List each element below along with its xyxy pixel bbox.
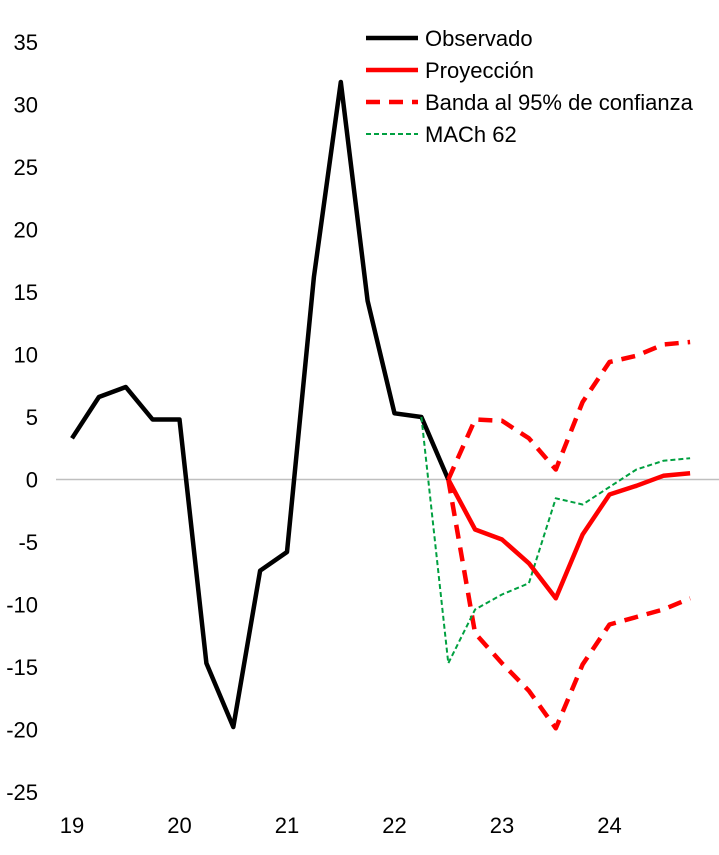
x-tick-label: 21 [275,813,299,838]
y-tick-label: 30 [14,93,38,118]
axis-layer: 35 30 25 20 15 10 5 0 -5 -10 -15 -20 -25 19 20 21 22 23 24 [6,30,719,838]
y-tick-label: 25 [14,155,38,180]
legend: Observado Proyección Banda al 95% de confi… [366,26,694,147]
y-tick-label: 5 [26,405,38,430]
y-tick-label: 0 [26,468,38,493]
series-layer [70,79,691,731]
series-line-5 [420,416,691,665]
y-tick-label: 10 [14,343,38,368]
legend-label: MACh 62 [425,122,517,147]
x-tick-label: 24 [597,813,621,838]
x-tick-label: 22 [382,813,406,838]
series-line-2 [446,471,691,601]
y-tick-label: 20 [14,218,38,243]
y-tick-label: -25 [6,780,38,805]
x-tick-label: 20 [167,813,191,838]
x-tick-label: 19 [60,813,84,838]
legend-label: Observado [425,26,533,51]
y-tick-label: -5 [18,530,38,555]
y-tick-label: -10 [6,593,38,618]
y-tick-label: 15 [14,280,38,305]
legend-label: Banda al 95% de confianza [425,90,694,115]
series-line-3 [446,339,691,481]
y-tick-label: 35 [14,30,38,55]
y-tick-label: -20 [6,718,38,743]
legend-label: Proyección [425,58,534,83]
y-tick-label: -15 [6,655,38,680]
series-line-4 [446,479,691,731]
x-tick-label: 23 [490,813,514,838]
series-line-1 [70,79,451,730]
